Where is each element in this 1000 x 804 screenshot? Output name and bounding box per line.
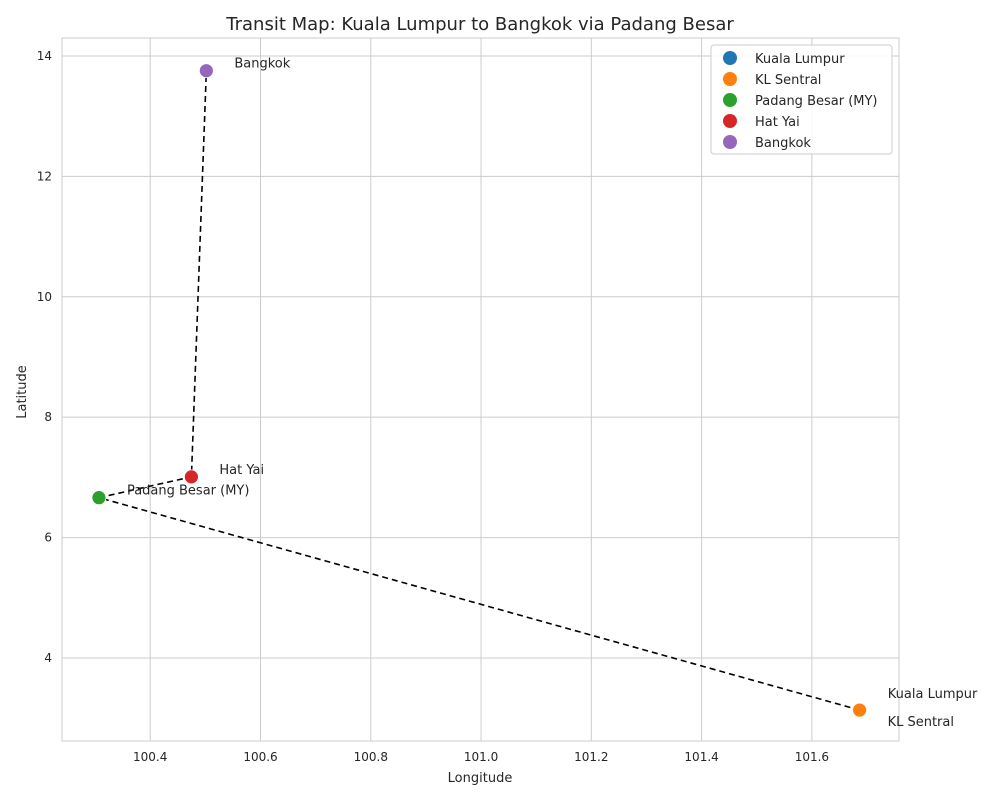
plot-background — [61, 37, 900, 742]
x-axis-label: Longitude — [448, 771, 513, 786]
legend-marker-padang-besar-my — [723, 93, 737, 107]
y-ticks: 4 6 8 10 12 14 — [37, 49, 52, 665]
legend-box — [710, 44, 893, 155]
x-tick-label: 100.4 — [133, 750, 167, 764]
grid — [62, 38, 899, 741]
x-tick-label: 101.0 — [464, 750, 498, 764]
legend-marker-bangkok — [723, 135, 737, 149]
label-padang-besar-my: Padang Besar (MY) — [127, 484, 250, 499]
x-tick-label: 101.6 — [795, 750, 829, 764]
label-kl-sentral: KL Sentral — [888, 715, 954, 730]
legend-label-padang-besar-my: Padang Besar (MY) — [755, 94, 878, 109]
point-padang-besar-my — [91, 490, 107, 506]
legend-marker-kuala-lumpur — [723, 51, 737, 65]
y-tick-label: 14 — [37, 49, 52, 63]
x-tick-label: 101.4 — [684, 750, 718, 764]
y-tick-label: 12 — [37, 169, 52, 183]
y-tick-label: 10 — [37, 290, 52, 304]
legend-marker-hat-yai — [723, 114, 737, 128]
legend: Kuala Lumpur KL Sentral Padang Besar (MY) H… — [710, 44, 893, 155]
label-bangkok: Bangkok — [234, 57, 290, 72]
label-kuala-lumpur: Kuala Lumpur — [888, 687, 978, 702]
legend-marker-kl-sentral — [723, 72, 737, 86]
legend-label-hat-yai: Hat Yai — [755, 115, 800, 130]
y-axis-label: Latitude — [15, 365, 30, 419]
point-labels: Kuala Lumpur KL Sentral Padang Besar (MY) H… — [127, 57, 978, 730]
x-ticks: 100.4 100.6 100.8 101.0 101.2 101.4 101.6 — [133, 750, 829, 764]
legend-label-bangkok: Bangkok — [755, 136, 811, 151]
y-tick-label: 8 — [44, 410, 52, 424]
x-tick-label: 101.2 — [574, 750, 608, 764]
point-kl-sentral — [852, 702, 867, 718]
y-tick-label: 4 — [44, 651, 52, 665]
x-tick-label: 100.8 — [354, 750, 388, 764]
point-hat-yai — [184, 469, 199, 485]
y-tick-label: 6 — [44, 531, 52, 545]
chart-title: Transit Map: Kuala Lumpur to Bangkok via… — [225, 14, 734, 35]
label-hat-yai: Hat Yai — [219, 463, 264, 478]
point-bangkok — [198, 63, 214, 79]
points — [91, 63, 868, 718]
legend-label-kl-sentral: KL Sentral — [755, 73, 821, 88]
legend-label-kuala-lumpur: Kuala Lumpur — [755, 52, 845, 67]
x-tick-label: 100.6 — [243, 750, 277, 764]
